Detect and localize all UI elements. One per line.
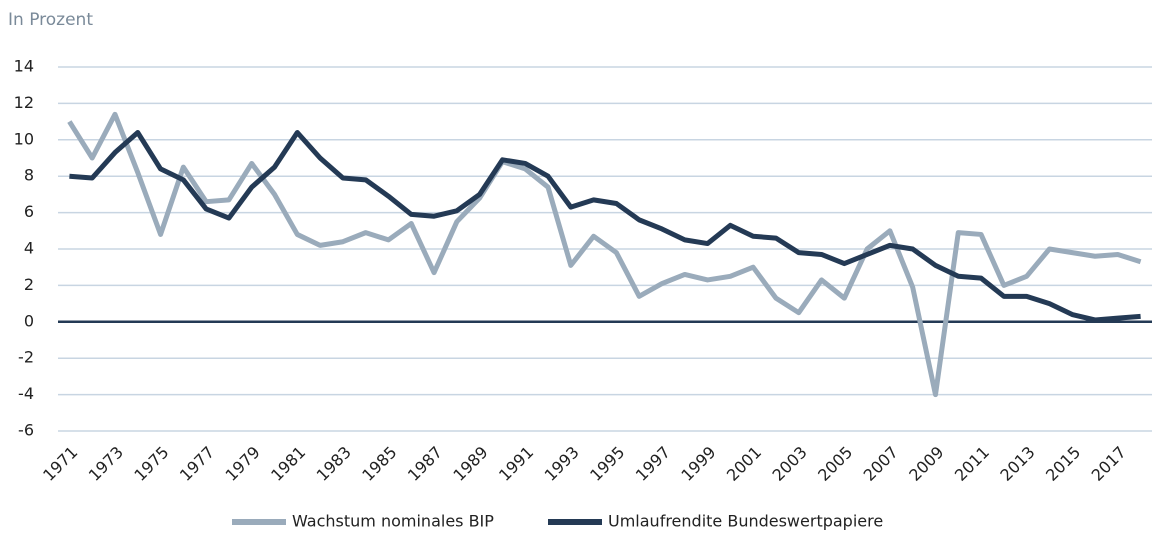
x-tick-label: 2005	[814, 443, 856, 485]
legend-label: Wachstum nominales BIP	[292, 512, 494, 531]
x-tick-label: 1995	[586, 443, 628, 485]
x-tick-label: 1975	[130, 443, 172, 485]
x-tick-label: 2003	[769, 443, 811, 485]
x-tick-label: 1985	[358, 443, 400, 485]
y-tick-label: -4	[18, 384, 34, 403]
x-tick-label: 1989	[449, 443, 491, 485]
y-tick-label: 12	[14, 93, 34, 112]
line-series	[67, 111, 1142, 398]
x-tick-label: 1993	[541, 443, 583, 485]
y-tick-label: -2	[18, 348, 34, 367]
x-tick-label: 1983	[313, 443, 355, 485]
x-tick-label: 2013	[996, 443, 1038, 485]
y-tick-label: 2	[24, 275, 34, 294]
x-tick-label: 2011	[951, 443, 993, 485]
y-tick-label: 0	[24, 311, 34, 330]
x-tick-label: 2007	[860, 443, 902, 485]
x-tick-label: 2009	[905, 443, 947, 485]
x-tick-label: 1979	[222, 443, 264, 485]
x-tick-label: 1981	[267, 443, 309, 485]
y-tick-label: 14	[14, 57, 34, 76]
x-tick-label: 1977	[176, 443, 218, 485]
line-series	[69, 130, 1141, 323]
x-tick-label: 1997	[632, 443, 674, 485]
y-tick-label: 6	[24, 202, 34, 221]
y-tick-label: 10	[14, 129, 34, 148]
y-tick-label: 8	[24, 166, 34, 185]
x-tick-label: 1999	[677, 443, 719, 485]
x-tick-label: 1971	[39, 443, 81, 485]
x-tick-label: 1987	[404, 443, 446, 485]
x-tick-label: 2001	[723, 443, 765, 485]
y-axis-label: In Prozent	[8, 10, 93, 30]
x-tick-label: 1991	[495, 443, 537, 485]
y-tick-label: 4	[24, 239, 34, 258]
x-tick-label: 2015	[1042, 443, 1084, 485]
legend-label: Umlaufrendite Bundeswertpapiere	[608, 512, 883, 531]
x-tick-label: 1973	[85, 443, 127, 485]
y-tick-label: -6	[18, 421, 34, 440]
x-tick-label: 2017	[1088, 443, 1130, 485]
